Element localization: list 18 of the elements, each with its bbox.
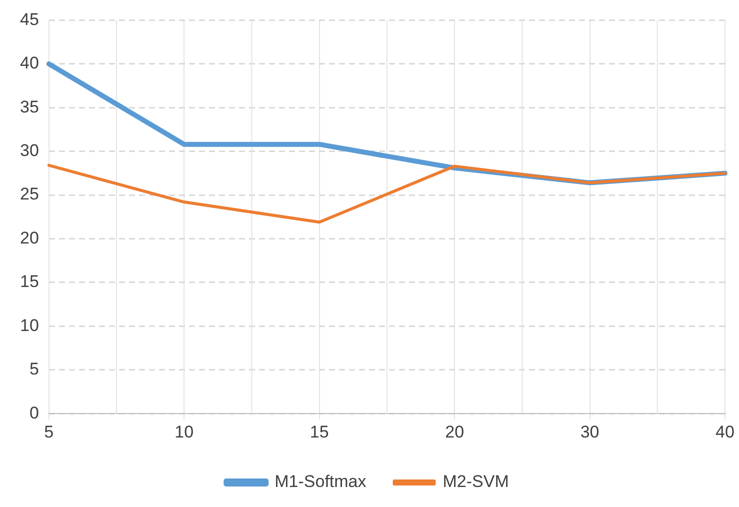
y-tick-label: 15 <box>20 272 39 292</box>
y-tick-label: 30 <box>20 141 39 160</box>
y-tick-label: 25 <box>20 184 39 204</box>
legend-label: M2-SVM <box>442 472 509 492</box>
x-tick-label: 5 <box>44 422 54 442</box>
y-tick-label: 35 <box>20 97 39 116</box>
x-tick-label: 20 <box>445 422 464 442</box>
y-tick-label: 10 <box>20 316 39 335</box>
x-tick-label: 40 <box>716 422 734 442</box>
x-tick-label: 15 <box>310 422 329 442</box>
x-tick-label: 30 <box>580 422 600 442</box>
y-tick-label: 45 <box>20 10 39 29</box>
y-tick-label: 0 <box>29 403 39 422</box>
y-tick-label: 5 <box>29 360 39 379</box>
legend-label: M1-Softmax <box>274 472 367 492</box>
x-tick-label: 10 <box>174 422 194 442</box>
y-tick-label: 20 <box>20 228 39 248</box>
y-tick-label: 40 <box>20 54 39 73</box>
